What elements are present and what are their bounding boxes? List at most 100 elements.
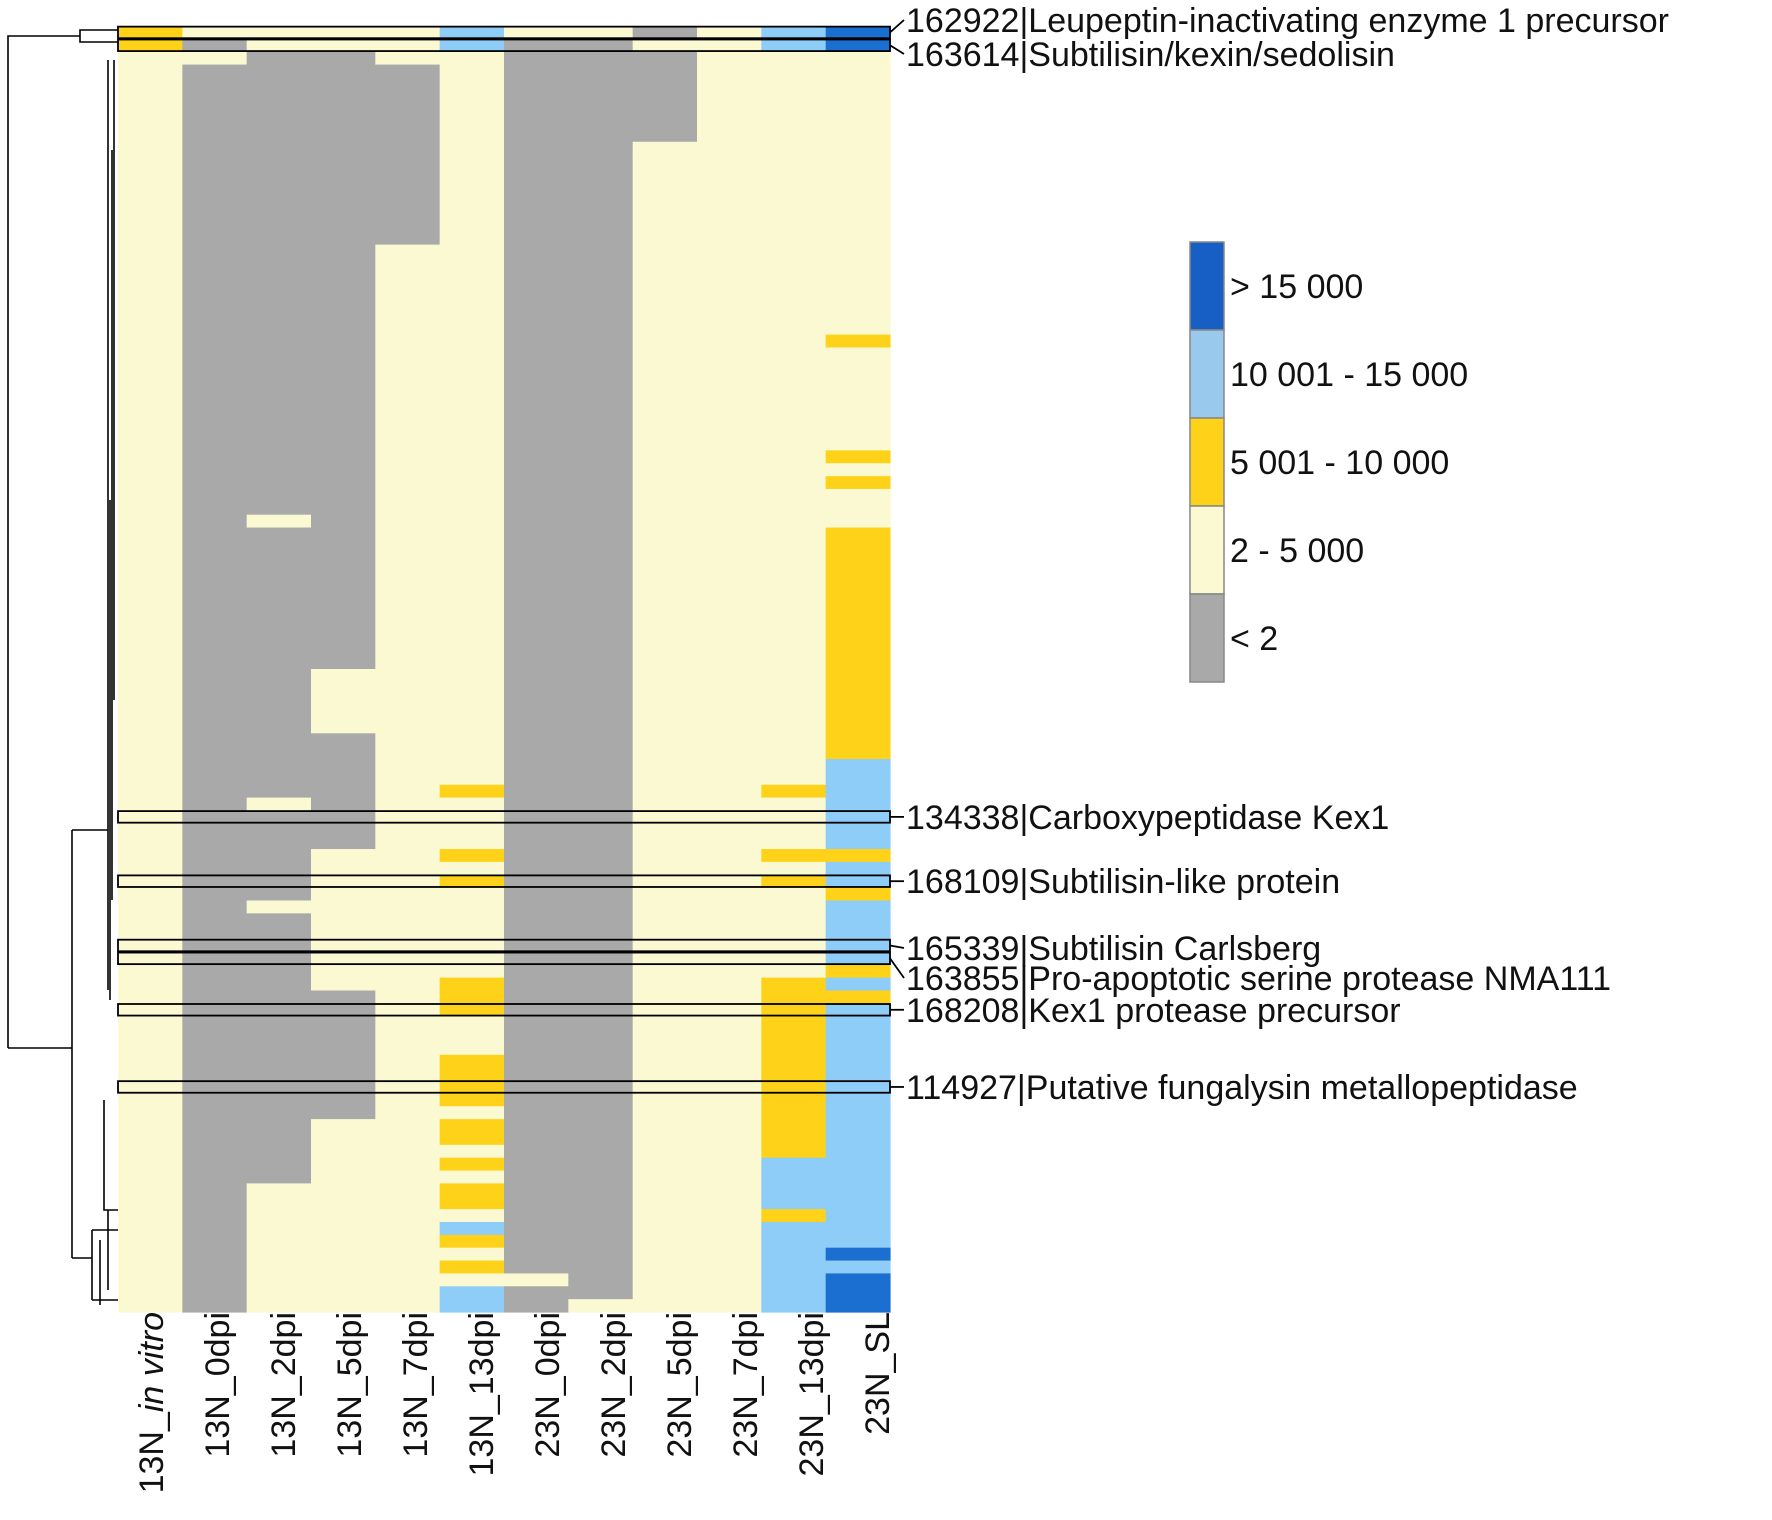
heatmap-cell (761, 1221, 827, 1249)
heatmap-cell (825, 990, 891, 1004)
heatmap-cell (246, 913, 312, 1184)
heatmap-cell (825, 527, 891, 760)
heatmap-cell (118, 51, 183, 1313)
heatmap-cell (632, 141, 698, 156)
dendrogram-branch (7, 35, 80, 1048)
heatmap-cell (568, 1299, 634, 1313)
heatmap-cell (761, 849, 827, 863)
row-label: 162922|Leupeptin-inactivating enzyme 1 p… (906, 2, 1669, 40)
heatmap-cell (825, 887, 891, 902)
heatmap-cell (439, 1144, 505, 1159)
column-label: 13N_13dpi (463, 1312, 501, 1476)
heatmap-cell (825, 849, 891, 863)
heatmap-cell (311, 669, 376, 734)
heatmap-cell (761, 1209, 827, 1223)
heatmap-cell (311, 51, 376, 670)
row-label: 163855|Pro-apoptotic serine protease NMA… (906, 960, 1611, 998)
heatmap-cell (439, 797, 505, 850)
legend-label: < 2 (1230, 620, 1278, 658)
dendrogram-branch (79, 29, 118, 36)
heatmap-cell (439, 1106, 505, 1120)
heatmap-cell (761, 1247, 827, 1313)
heatmap-cell (632, 154, 698, 1313)
heatmap-cell (246, 1183, 312, 1313)
heatmap-cell (761, 51, 827, 786)
heatmap-cell (439, 1221, 505, 1236)
row-label: 165339|Subtilisin Carlsberg (906, 930, 1321, 968)
heatmap-cell (504, 38, 569, 53)
legend-swatch (1189, 505, 1225, 595)
heatmap-cell (761, 784, 827, 799)
row-label: 163614|Subtilisin/kexin/sedolisin (906, 36, 1395, 74)
column-label: 13N_7dpi (397, 1312, 435, 1458)
heatmap-cell (439, 1183, 505, 1210)
heatmap-cell (439, 1016, 505, 1056)
legend-swatch (1189, 417, 1225, 507)
heatmap-cell (439, 51, 505, 786)
column-label: 23N_SL (859, 1312, 897, 1435)
legend-label: > 15 000 (1230, 268, 1363, 306)
heatmap-cell (439, 861, 505, 876)
dendrogram-branch (103, 1100, 118, 1211)
row-label-leader (889, 957, 905, 979)
heatmap-cell (311, 990, 376, 1120)
heatmap-cell (761, 874, 827, 889)
heatmap-cell (632, 51, 698, 143)
column-label: 23N_7dpi (727, 1312, 765, 1458)
heatmap-cell (246, 900, 312, 914)
heatmap-cell (825, 1260, 891, 1275)
row-label: 134338|Carboxypeptidase Kex1 (906, 799, 1389, 837)
heatmap-cell (761, 977, 827, 1159)
heatmap-cell (439, 1273, 505, 1287)
column-label: 13N_0dpi (199, 1312, 237, 1458)
heatmap-cell (375, 244, 441, 1313)
heatmap-cell (825, 51, 891, 336)
heatmap-cell (182, 38, 248, 53)
heatmap-cell (439, 1170, 505, 1184)
column-label: 13N_in vitro (133, 1312, 171, 1493)
heatmap-cell (825, 1247, 891, 1262)
highlighted-row-outline (117, 938, 891, 953)
row-dendrogram (7, 29, 118, 1305)
heatmap-cell (825, 964, 891, 979)
heatmap-cell (825, 450, 891, 464)
heatmap-cell (825, 1273, 891, 1313)
heatmap-cell (182, 64, 248, 1313)
heatmap-cell (825, 759, 891, 850)
heatmap-cell (504, 1286, 569, 1313)
color-legend: > 15 000 10 001 - 15 000 5 001 - 10 000 2 -… (1189, 241, 1468, 683)
heatmap-cell (761, 861, 827, 876)
heatmap-cell (568, 26, 634, 40)
heatmap-cell (825, 476, 891, 490)
heatmap-cell (439, 849, 505, 863)
row-label: 168109|Subtilisin-like protein (906, 863, 1340, 901)
legend-label: 2 - 5 000 (1230, 532, 1364, 570)
heatmap-cell (311, 1119, 376, 1313)
heatmap-cell (311, 849, 376, 992)
legend-swatch (1189, 329, 1225, 419)
column-label: 13N_2dpi (265, 1312, 303, 1458)
heatmap-cell (632, 26, 698, 40)
column-label: 23N_13dpi (793, 1312, 831, 1476)
heatmap-cell (439, 1234, 505, 1249)
heatmap-cell (439, 1209, 505, 1223)
highlighted-row-outline (117, 951, 891, 966)
heatmap-cell (761, 797, 827, 850)
heatmap-cell (825, 977, 891, 992)
legend-swatch (1189, 241, 1225, 331)
heatmap-cell (246, 527, 312, 799)
heatmap-cell (504, 1273, 569, 1287)
heatmap-cell (246, 797, 312, 812)
legend-label: 5 001 - 10 000 (1230, 444, 1449, 482)
heatmap-cell (504, 51, 569, 1275)
heatmap-cell (182, 26, 248, 40)
heatmap-cell (825, 334, 891, 349)
heatmap-cell (697, 51, 762, 1313)
heatmap-cell (439, 1260, 505, 1275)
heatmap-cell (825, 1003, 891, 1249)
heatmap-cell (825, 463, 891, 477)
column-label: 23N_2dpi (595, 1312, 633, 1458)
heatmap-cell (761, 887, 827, 979)
heatmap-cell (439, 1157, 505, 1172)
